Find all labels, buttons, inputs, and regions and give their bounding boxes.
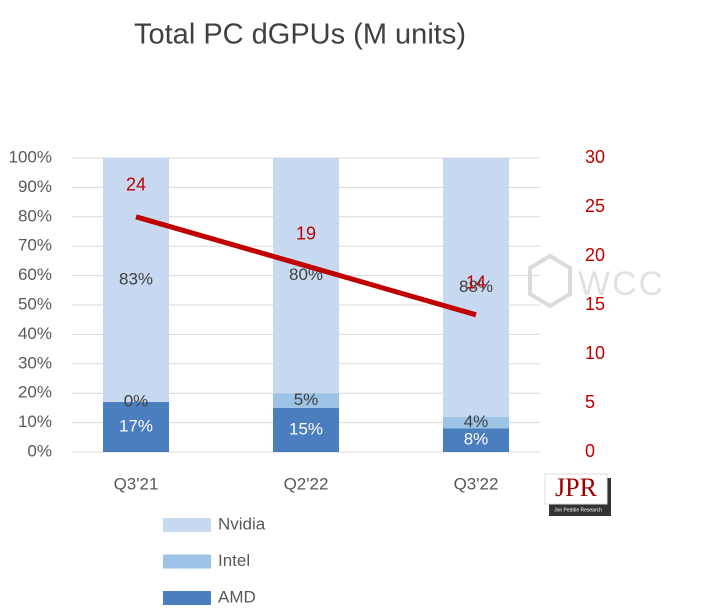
line-label: 19 — [296, 224, 316, 244]
logo: JPR Jon Peddie Research — [544, 473, 611, 516]
data-label: 15% — [289, 419, 323, 438]
watermark: WCC — [528, 253, 665, 309]
y-tick-label: 20% — [18, 383, 52, 402]
y2-tick-label: 10 — [585, 343, 605, 363]
data-label: 5% — [294, 390, 319, 409]
y-tick-label: 30% — [18, 353, 52, 372]
x-tick-label: Q2'22 — [284, 474, 329, 493]
logo-subtitle: Jon Peddie Research — [554, 507, 602, 513]
data-label: 17% — [119, 416, 153, 435]
line-label: 14 — [466, 273, 486, 293]
data-label: 0% — [124, 392, 149, 411]
y-tick-label: 80% — [18, 206, 52, 225]
y2-tick-label: 0 — [585, 441, 595, 461]
legend-label: AMD — [218, 587, 256, 606]
legend-label: Intel — [218, 551, 250, 570]
y2-tick-label: 30 — [585, 147, 605, 167]
y2-tick-label: 5 — [585, 392, 595, 412]
watermark-icon — [528, 253, 572, 309]
data-label: 83% — [119, 269, 153, 288]
data-label: 8% — [464, 430, 489, 449]
logo-box — [544, 473, 608, 505]
bar-segment — [443, 416, 509, 429]
bar-segment — [273, 407, 339, 452]
y-tick-label: 100% — [9, 147, 52, 166]
y-tick-label: 0% — [27, 441, 52, 460]
watermark-text: WCC — [578, 265, 665, 303]
line — [135, 214, 477, 318]
y-tick-label: 40% — [18, 324, 52, 343]
chart-title: Total PC dGPUs (M units) — [134, 19, 466, 51]
legend-swatch — [163, 591, 211, 605]
data-label: 88% — [459, 277, 493, 296]
bar-segment — [273, 158, 339, 394]
y-tick-label: 60% — [18, 265, 52, 284]
y-tick-label: 50% — [18, 294, 52, 313]
line-label: 24 — [126, 175, 146, 195]
bar-segment — [443, 428, 509, 452]
y-tick-label: 70% — [18, 236, 52, 255]
x-tick-label: Q3'22 — [454, 474, 499, 493]
y-tick-label: 90% — [18, 177, 52, 196]
bar-segment — [103, 402, 169, 452]
legend-swatch — [163, 554, 211, 569]
legend-swatch — [163, 518, 211, 532]
bar-segment — [443, 158, 509, 417]
bar-segment — [103, 158, 169, 403]
y2-tick-label: 15 — [585, 294, 605, 314]
bar-segment — [273, 393, 339, 408]
data-label: 4% — [464, 412, 489, 431]
y2-tick-label: 20 — [585, 245, 605, 265]
y-tick-label: 10% — [18, 412, 52, 431]
x-tick-label: Q3'21 — [114, 474, 159, 493]
y2-tick-label: 25 — [585, 196, 605, 216]
logo-text: JPR — [555, 473, 598, 502]
legend-label: Nvidia — [218, 514, 266, 533]
